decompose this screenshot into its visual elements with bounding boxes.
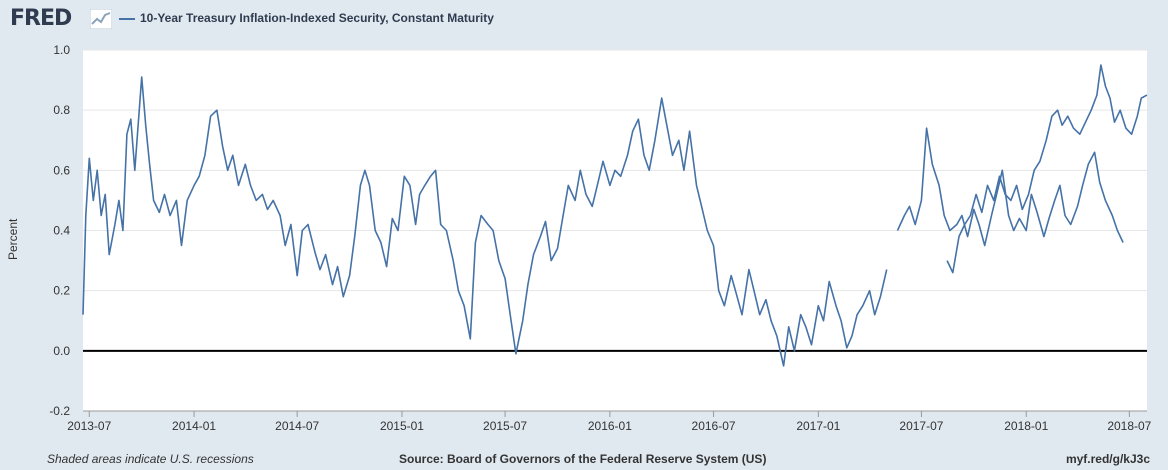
legend-swatch — [119, 18, 135, 20]
x-tick-label: 2014-01 — [172, 419, 216, 433]
x-tick-label: 2016-07 — [692, 419, 736, 433]
x-tick-label: 2018-01 — [1004, 419, 1048, 433]
x-tick-label: 2017-07 — [899, 419, 943, 433]
fred-logo[interactable]: FRED — [10, 6, 72, 31]
y-tick-label: 0.6 — [53, 163, 70, 177]
series-line-2 — [896, 127, 1124, 247]
x-tick-label: 2014-07 — [275, 419, 319, 433]
y-tick-label: -0.2 — [49, 404, 70, 418]
series-line-3 — [946, 64, 1148, 274]
chart-header: FRED 10-Year Treasury Inflation-Indexed … — [0, 0, 1168, 40]
fred-graph-icon — [90, 9, 112, 29]
series-line-1 — [82, 76, 888, 367]
y-tick-label: 0.0 — [53, 344, 70, 358]
y-tick-label: 1.0 — [53, 43, 70, 57]
y-tick-label: 0.2 — [53, 284, 70, 298]
y-tick-label: 0.4 — [53, 224, 70, 238]
source-note[interactable]: Source: Board of Governors of the Federa… — [399, 452, 767, 466]
x-tick-label: 2016-01 — [588, 419, 632, 433]
x-tick-label: 2017-01 — [796, 419, 840, 433]
recession-note: Shaded areas indicate U.S. recessions — [47, 452, 254, 466]
x-tick-label: 2015-07 — [483, 419, 527, 433]
x-tick-label: 2018-07 — [1107, 419, 1151, 433]
x-tick-label: 2013-07 — [67, 419, 111, 433]
y-tick-label: 0.8 — [53, 103, 70, 117]
short-url[interactable]: myf.red/g/kJ3c — [1065, 452, 1150, 466]
legend-series-name: 10-Year Treasury Inflation-Indexed Secur… — [140, 11, 494, 25]
x-tick-label: 2015-01 — [380, 419, 424, 433]
